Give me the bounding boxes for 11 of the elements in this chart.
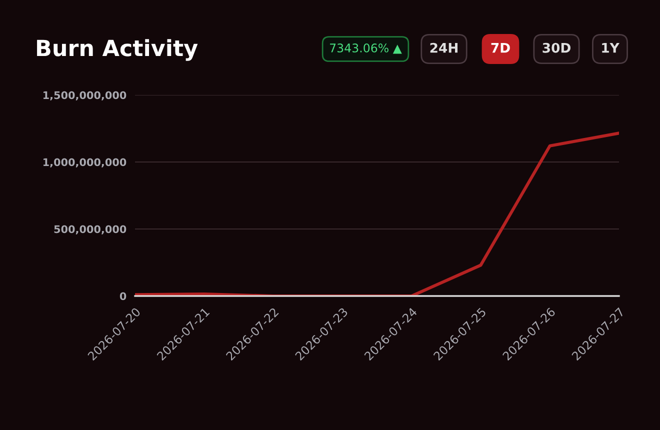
text: 24H bbox=[430, 42, 458, 53]
y-tick-label: 1,000,000,000 bbox=[43, 158, 126, 168]
text: 1Y bbox=[602, 43, 620, 53]
y-tick-label: 0 bbox=[120, 292, 126, 300]
line-series bbox=[135, 132, 619, 296]
y-tick-label: 500,000,000 bbox=[54, 225, 126, 234]
y-tick-label: 1,500,000,000 bbox=[43, 91, 126, 100]
text: 7343.06% ▲ bbox=[330, 43, 402, 54]
text: 7D bbox=[491, 43, 510, 53]
chart-title: Burn Activity bbox=[37, 39, 198, 61]
text: 30D bbox=[542, 42, 570, 53]
